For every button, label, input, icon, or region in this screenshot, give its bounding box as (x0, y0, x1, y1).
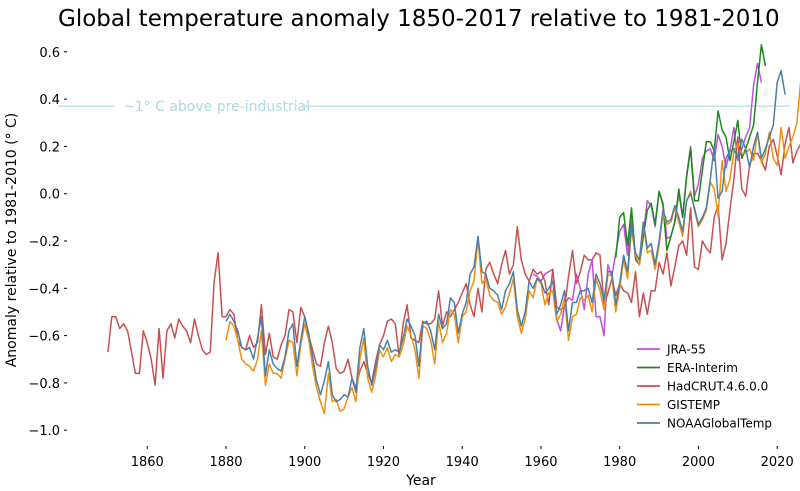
x-tick-label: 1920 (367, 455, 400, 470)
x-tick-label: 1880 (209, 455, 242, 470)
legend-label: HadCRUT.4.6.0.0 (667, 380, 768, 394)
series-lines (107, 43, 800, 415)
reference-line-label: ~1° C above pre-industrial (123, 99, 310, 115)
y-axis: −1.0 −0.8 −0.6 −0.4 −0.2 0.0 0.2 0.4 0.6 (28, 46, 67, 439)
series-line-noaaglobaltemp (225, 69, 786, 403)
legend-label: JRA-55 (666, 343, 706, 357)
y-tick-label: 0.2 (39, 140, 60, 155)
x-tick-label: 1900 (288, 455, 321, 470)
x-axis: 1860 1880 1900 1920 1940 1960 1980 2000 2020 (131, 446, 794, 470)
y-axis-label: Anomaly relative to 1981-2010 (° C) (4, 113, 20, 368)
y-tick-label: 0.4 (39, 93, 60, 108)
series-line-gistemp (225, 80, 800, 415)
x-tick-label: 2020 (761, 455, 794, 470)
y-tick-label: −0.6 (28, 330, 60, 345)
x-axis-label: Year (405, 473, 436, 489)
x-tick-label: 1960 (524, 455, 557, 470)
series-line-jra-55 (532, 62, 763, 337)
chart-title: Global temperature anomaly 1850-2017 rel… (58, 6, 780, 32)
y-tick-label: −0.2 (28, 235, 60, 250)
series-line-era-interim (615, 43, 767, 266)
x-tick-label: 2000 (682, 455, 715, 470)
reference-line: ~1° C above pre-industrial (58, 99, 790, 115)
y-tick-label: −0.8 (28, 377, 60, 392)
legend-label: ERA-Interim (667, 361, 738, 375)
legend-label: NOAAGlobalTemp (667, 417, 772, 431)
x-tick-label: 1860 (131, 455, 164, 470)
y-tick-label: 0.6 (39, 46, 60, 61)
legend-label: GISTEMP (667, 398, 720, 412)
y-tick-label: −1.0 (28, 424, 60, 439)
x-tick-label: 1980 (603, 455, 636, 470)
y-tick-label: 0.0 (39, 188, 60, 203)
y-tick-label: −0.4 (28, 282, 60, 297)
x-tick-label: 1940 (446, 455, 479, 470)
series-line-hadcrut-4-6-0-0 (107, 126, 800, 389)
legend: JRA-55 ERA-Interim HadCRUT.4.6.0.0 GISTEMP N… (637, 343, 772, 431)
